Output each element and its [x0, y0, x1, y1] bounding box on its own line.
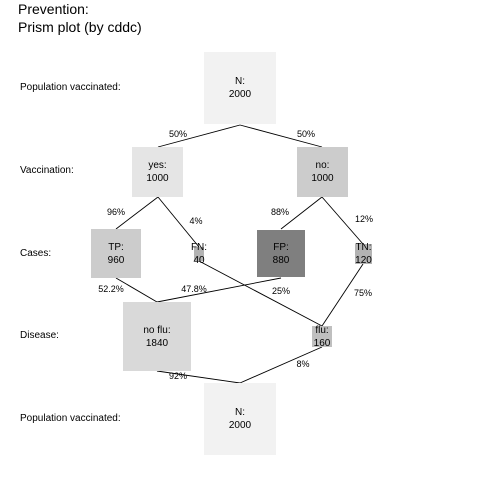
link-noflu-n	[156, 370, 241, 384]
link-n-no	[239, 124, 323, 148]
title-line-1: Prevention:	[18, 1, 89, 17]
link-no-tn	[321, 196, 364, 245]
pct-n-no: 50%	[296, 129, 315, 139]
pct-yes-fn: 4%	[189, 216, 203, 226]
pct-yes-tp: 96%	[106, 207, 125, 217]
node-tp: TP: 960	[91, 229, 141, 278]
node-flu: flu: 160	[312, 324, 332, 349]
node-fn-value: 40	[193, 255, 205, 266]
link-yes-fn	[157, 196, 200, 248]
node-tn: TN: 120	[355, 242, 372, 266]
node-fn: FN: 40	[191, 242, 207, 266]
node-tn-value: 120	[355, 255, 372, 266]
node-yes-label: yes:	[148, 160, 167, 171]
node-no-flu-value: 1840	[145, 337, 169, 349]
node-fn-label: FN:	[190, 242, 208, 253]
link-no-fp	[280, 196, 323, 230]
node-fp-value: 880	[272, 254, 290, 266]
pct-no-tn: 12%	[354, 214, 373, 224]
link-tp-noflu	[115, 277, 158, 303]
pct-no-fp: 88%	[270, 207, 289, 217]
row-label-top: Population vaccinated:	[20, 82, 121, 93]
node-flu-value: 160	[313, 337, 331, 349]
pct-tn-flu: 75%	[353, 288, 372, 298]
node-n-top-label: N:	[235, 76, 245, 87]
pct-fp-noflu: 47.8%	[181, 284, 207, 294]
row-label-bottom: Population vaccinated:	[20, 413, 121, 424]
node-flu-label: flu:	[315, 324, 329, 336]
node-no-flu-label: no flu:	[143, 324, 171, 336]
node-fp: FP: 880	[257, 230, 305, 277]
node-yes-value: 1000	[146, 173, 169, 184]
pct-tp-noflu: 52.2%	[98, 284, 124, 294]
node-n-bottom-label: N:	[235, 407, 245, 418]
node-no: no: 1000	[297, 147, 348, 197]
node-n-bottom: N: 2000	[204, 383, 276, 455]
node-tp-value: 960	[107, 254, 125, 266]
node-no-label: no:	[315, 160, 330, 171]
row-label-disease: Disease:	[20, 330, 59, 341]
row-label-vaccination: Vaccination:	[20, 165, 74, 176]
node-fp-label: FP:	[273, 241, 289, 253]
link-yes-tp	[115, 196, 159, 230]
pct-fn-flu: 25%	[271, 286, 290, 296]
link-fn-flu	[198, 260, 323, 327]
node-tn-label: TN:	[355, 242, 372, 253]
node-n-top: N: 2000	[204, 52, 276, 124]
pct-flu-n: 8%	[296, 359, 310, 369]
pct-noflu-n: 92%	[168, 371, 187, 381]
link-fp-noflu	[156, 277, 282, 303]
node-n-top-value: 2000	[228, 89, 252, 100]
node-no-flu: no flu: 1840	[123, 302, 191, 371]
row-label-cases: Cases:	[20, 248, 52, 259]
node-n-bottom-value: 2000	[228, 420, 252, 431]
link-tn-flu	[321, 263, 364, 327]
pct-n-yes: 50%	[168, 129, 187, 139]
title-line-2: Prism plot (by cddc)	[18, 19, 142, 35]
link-flu-n	[239, 346, 323, 384]
node-no-value: 1000	[311, 173, 334, 184]
node-tp-label: TP:	[108, 241, 124, 253]
link-n-yes	[157, 124, 241, 148]
node-yes: yes: 1000	[132, 147, 183, 197]
